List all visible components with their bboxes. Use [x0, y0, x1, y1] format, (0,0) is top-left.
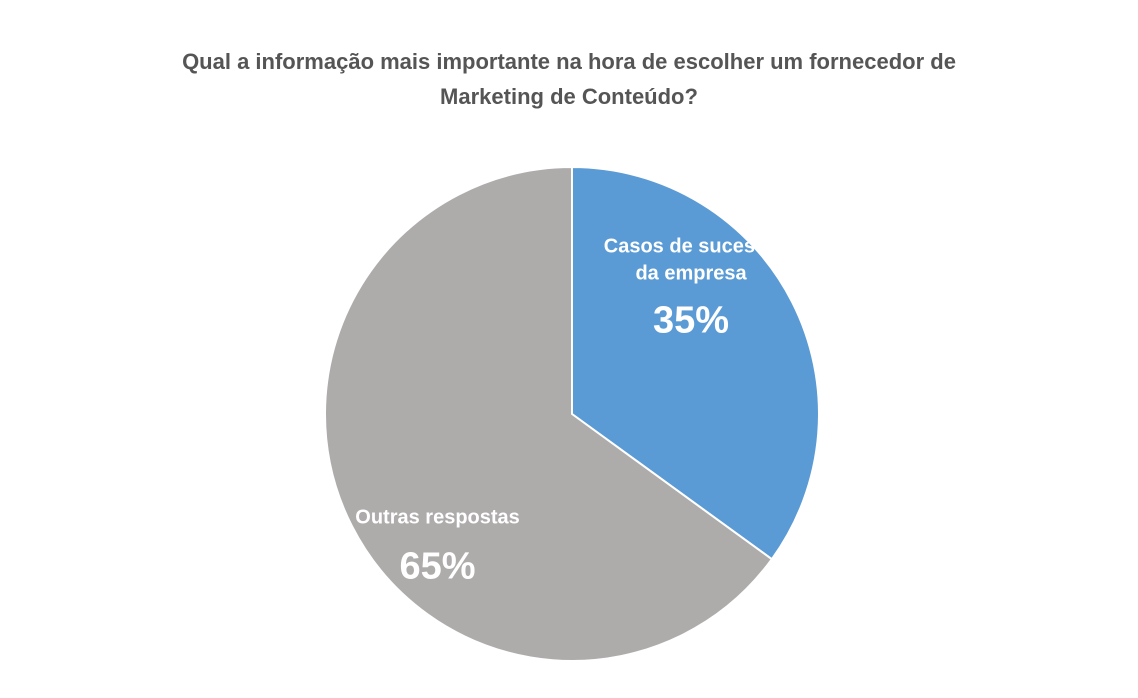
slice-label-outras: Outras respostas [355, 507, 520, 529]
pie-slice-outras-respostas [324, 165, 774, 662]
slice-label-casos-line-2: da empresa [635, 262, 747, 284]
slice-value-outras: 65% [400, 546, 476, 588]
chart-title-line-2: Marketing de Conteúdo? [440, 84, 698, 109]
chart-title-line-1: Qual a informação mais importante na hor… [182, 49, 956, 74]
pie-slice-casos-de-sucesso [571, 165, 820, 561]
chart-title: Qual a informação mais importante na hor… [0, 44, 1138, 114]
slice-value-casos: 35% [653, 299, 729, 341]
slice-label-casos-line-1: Casos de sucesso [604, 235, 779, 257]
